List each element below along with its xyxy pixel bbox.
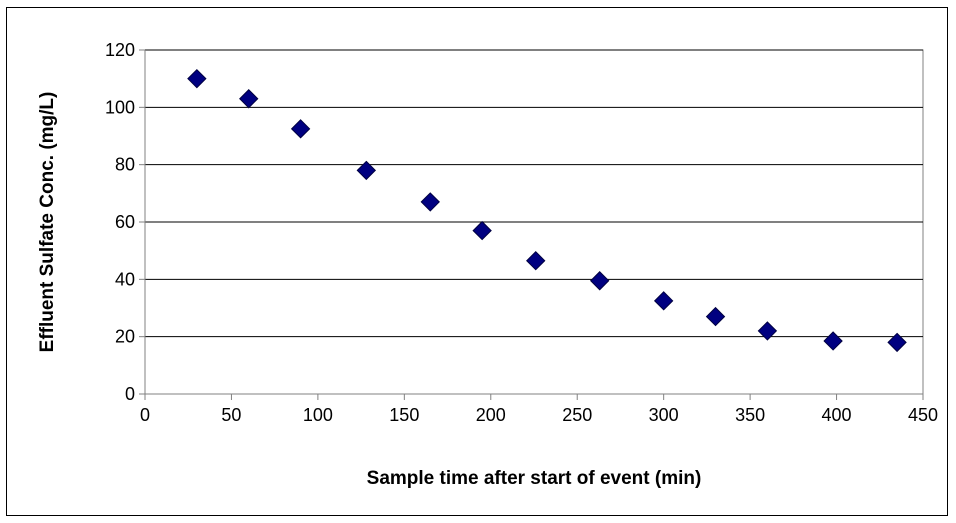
data-point: [589, 271, 610, 291]
x-tick-label-250: 250: [562, 405, 592, 425]
x-tick-label-450: 450: [908, 405, 938, 425]
x-tick-label-150: 150: [389, 405, 419, 425]
x-tick-label-100: 100: [303, 405, 333, 425]
data-point: [420, 192, 440, 212]
x-tick-label-400: 400: [822, 405, 852, 425]
y-tick-label-0: 0: [125, 384, 135, 404]
y-axis-title: Effluent Sulfate Conc. (mg/L): [37, 92, 58, 353]
data-points: [187, 68, 907, 353]
data-point: [356, 160, 377, 181]
data-point: [823, 331, 843, 351]
data-point: [526, 250, 546, 271]
data-point: [653, 291, 674, 311]
x-tick-label-200: 200: [476, 405, 506, 425]
y-tick-label-60: 60: [115, 212, 135, 232]
x-axis-title: Sample time after start of event (min): [367, 468, 702, 489]
data-point: [887, 332, 907, 353]
data-point: [239, 89, 259, 109]
data-point: [705, 306, 726, 327]
x-tick-label-50: 50: [221, 405, 241, 425]
y-tick-label-20: 20: [115, 327, 135, 347]
x-tick-label-0: 0: [140, 405, 150, 425]
y-tick-label-120: 120: [105, 40, 135, 60]
data-point: [290, 119, 311, 139]
y-tick-label-100: 100: [105, 97, 135, 117]
y-tick-label-80: 80: [115, 155, 135, 175]
y-tick-label-40: 40: [115, 269, 135, 289]
gridlines: [145, 49, 923, 338]
axes: 0 20 40 60 80 100 120 0 50 100 150 200 250 300 350 400 4…: [105, 40, 938, 425]
data-point: [757, 321, 778, 341]
x-tick-label-350: 350: [735, 405, 765, 425]
data-point: [472, 220, 492, 241]
x-tick-label-300: 300: [649, 405, 679, 425]
data-point: [187, 68, 207, 89]
